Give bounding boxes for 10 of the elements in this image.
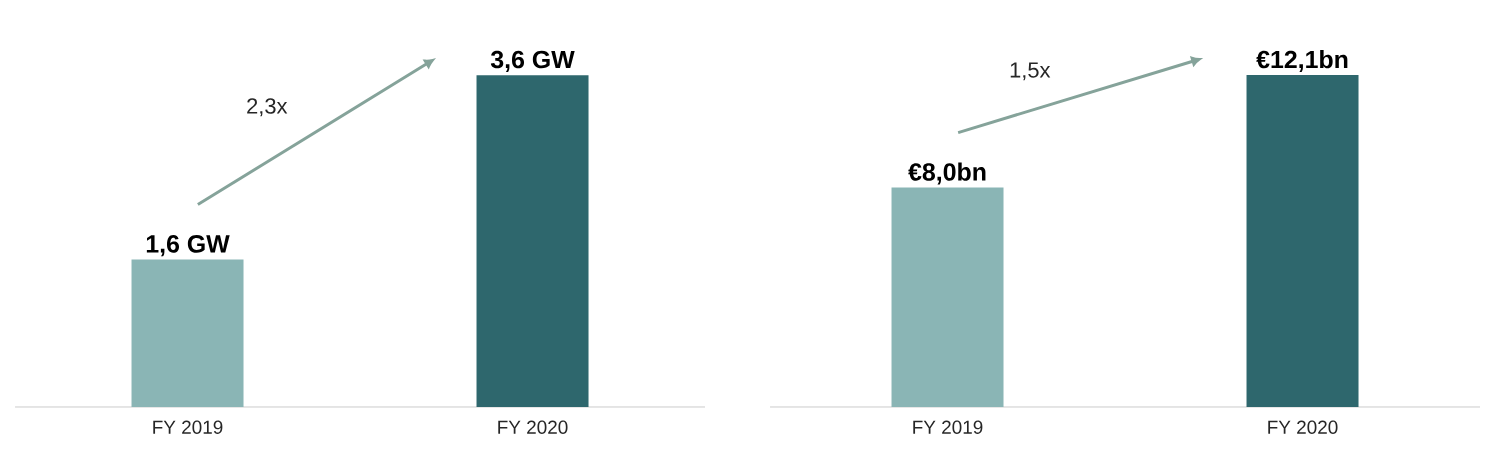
annotation: 2,3x (247, 98, 288, 117)
x-tick-label: FY 2019 (153, 420, 223, 434)
x-tick-label: FY 2020 (498, 420, 568, 434)
x-tick-label: FY 2019 (913, 420, 983, 434)
data-label: 1,6 GW (146, 235, 230, 257)
data-label: €12,1bn (1256, 50, 1348, 72)
data-label: 3,6 GW (490, 50, 575, 72)
annotation: 1,5x (1010, 62, 1051, 81)
data-label: €8,0bn (908, 162, 986, 185)
x-tick-label: FY 2020 (1268, 420, 1338, 434)
